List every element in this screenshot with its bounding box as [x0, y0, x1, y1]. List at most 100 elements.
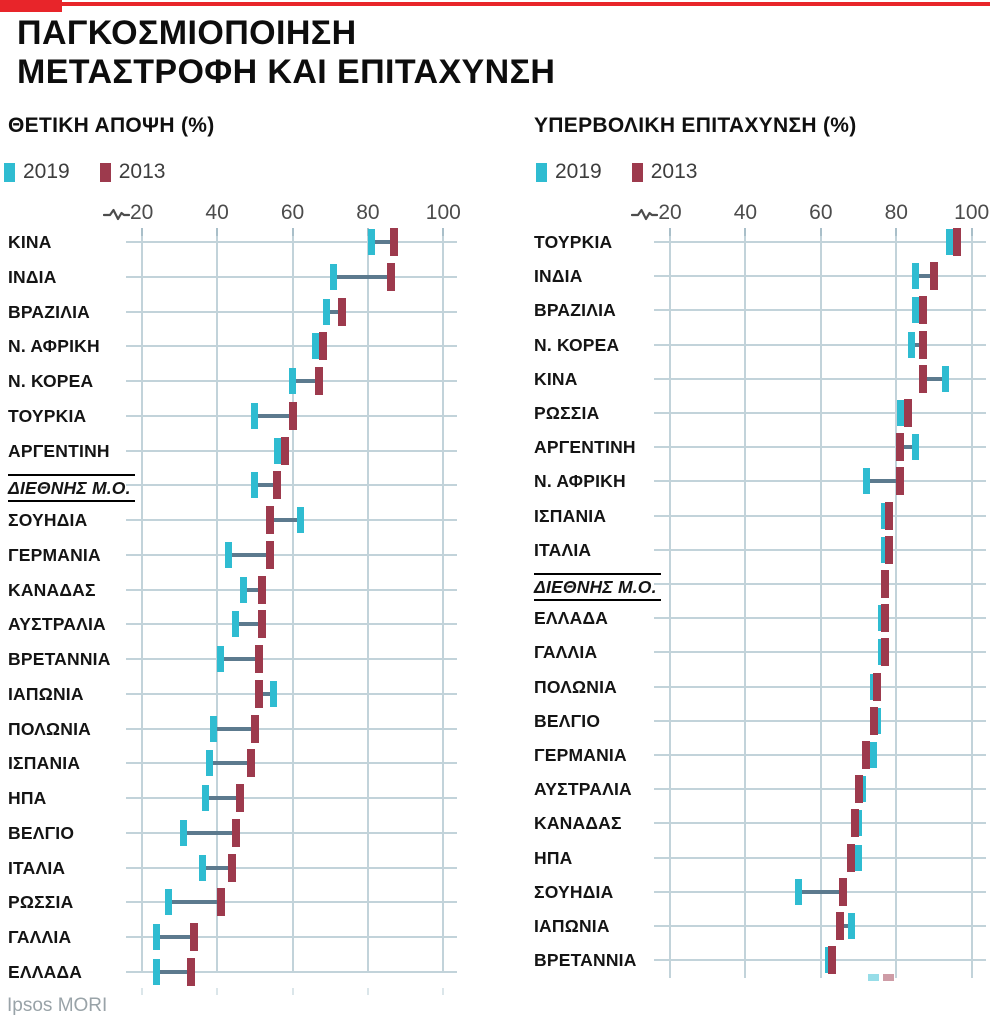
- country-label: ΑΥΣΤΡΑΛΙΑ: [8, 614, 106, 635]
- country-label: ΗΠΑ: [8, 788, 47, 808]
- country-row-line: [654, 275, 986, 278]
- axis-tick-label: 60: [280, 201, 305, 224]
- bar-2019: [164, 889, 172, 916]
- country-row-line: [654, 548, 986, 551]
- bar-2013: [250, 714, 259, 743]
- bar-2019: [217, 646, 225, 672]
- bar-2019: [296, 507, 304, 533]
- axis-tick-mark: [895, 228, 898, 236]
- country-label: ΒΡΕΤΑΝΝΙΑ: [8, 649, 111, 669]
- bar-2013: [386, 262, 395, 291]
- bar-2019: [847, 913, 855, 939]
- bar-2013: [228, 853, 237, 882]
- dumbbell-connector: [168, 900, 221, 905]
- gridline-vertical: [895, 234, 898, 978]
- legend-year-2013-label: 2013: [650, 160, 698, 183]
- country-row-line: [654, 617, 986, 620]
- bar-2019: [911, 297, 919, 324]
- page-title: ΠΑΓΚΟΣΜΙΟΠΟΙΗΣΗ ΜΕΤΑΣΤΡΟΦΗ ΚΑΙ ΕΠΙΤΑΧΥΝΣ…: [17, 14, 555, 92]
- country-label: ΑΥΣΤΡΑΛΙΑ: [534, 779, 632, 800]
- axis-bottom-tick-mark: [442, 988, 445, 995]
- axis-tick-mark: [819, 228, 822, 236]
- bar-2019: [251, 472, 259, 499]
- country-label: ΡΩΣΣΙΑ: [8, 892, 74, 913]
- bar-2013: [254, 679, 263, 708]
- axis-tick-mark: [442, 228, 445, 236]
- country-row-line: [654, 719, 986, 722]
- country-label: ΒΕΛΓΙΟ: [534, 710, 601, 731]
- dumbbell-connector: [915, 274, 934, 279]
- axis-tick-label: 40: [205, 201, 229, 224]
- country-label: Ν. ΚΟΡΕΑ: [8, 371, 94, 391]
- dumbbell-connector: [156, 969, 191, 974]
- dumbbell-connector: [333, 274, 391, 279]
- legend-swatch-2013: [631, 162, 643, 182]
- country-row-line: [654, 480, 986, 483]
- country-label: ΕΛΛΑΔΑ: [534, 608, 609, 629]
- country-row-line: [126, 692, 457, 695]
- country-label: Ν. ΑΦΡΙΚΗ: [534, 471, 626, 492]
- country-label: ΙΣΠΑΝΙΑ: [8, 753, 81, 774]
- dumbbell-connector: [209, 761, 252, 766]
- bar-2019: [368, 229, 376, 255]
- country-row-line: [126, 241, 457, 243]
- axis-bottom-tick-mark: [291, 988, 294, 995]
- bar-2013: [247, 749, 256, 778]
- bar-2019: [251, 402, 259, 429]
- country-row-line: [126, 936, 457, 938]
- bar-2013: [880, 604, 889, 633]
- country-label: ΤΟΥΡΚΙΑ: [8, 405, 87, 426]
- dumbbell-connector: [243, 587, 263, 592]
- dumbbell-connector: [292, 379, 319, 383]
- dumbbell-connector: [258, 691, 274, 696]
- dumbbell-connector: [228, 552, 270, 557]
- gridline-vertical: [970, 234, 973, 978]
- bar-2013: [835, 912, 844, 940]
- country-row-line: [654, 309, 986, 312]
- gridline-vertical: [819, 234, 822, 978]
- country-label: ΗΠΑ: [534, 847, 573, 868]
- bar-2013: [854, 775, 863, 804]
- dumbbell-connector: [922, 376, 946, 381]
- country-row-line: [126, 275, 457, 278]
- axis-tick-mark: [216, 228, 219, 236]
- gridline-vertical: [669, 234, 671, 978]
- gridline-vertical: [442, 234, 445, 973]
- country-label: ΚΑΝΑΔΑΣ: [534, 813, 622, 834]
- gridline-vertical: [291, 234, 294, 973]
- chart-subtitle-positive-view: ΘΕΤΙΚΗ ΑΠΟΨΗ (%): [8, 114, 215, 137]
- top-accent-line: [0, 2, 990, 6]
- bar-2013: [318, 332, 327, 361]
- country-label: ΙΑΠΩΝΙΑ: [8, 683, 84, 704]
- bar-2019: [232, 611, 240, 638]
- country-row-line: [654, 822, 986, 825]
- bar-2019: [224, 541, 232, 568]
- country-label: ΣΟΥΗΔΙΑ: [534, 881, 614, 902]
- country-row-line: [654, 514, 986, 517]
- axis-tick-mark: [366, 228, 369, 236]
- country-label: ΓΕΡΜΑΝΙΑ: [8, 544, 101, 565]
- bar-2013: [918, 364, 927, 393]
- legend-swatch-2013: [99, 162, 111, 182]
- bar-2013: [884, 501, 893, 530]
- bar-2019: [209, 715, 217, 742]
- bar-2013: [216, 888, 225, 917]
- chart-subtitle-excessive-acceleration: ΥΠΕΡΒΟΛΙΚΗ ΕΠΙΤΑΧΥΝΣΗ (%): [534, 114, 857, 137]
- legend-right: 2019 2013: [536, 160, 727, 184]
- legend-year-2019-label: 2019: [23, 160, 70, 183]
- legend-swatch-2019: [4, 162, 15, 182]
- country-label: ΒΡΑΖΙΛΙΑ: [8, 301, 90, 322]
- country-label: ΒΡΑΖΙΛΙΑ: [534, 300, 616, 321]
- dumbbell-connector: [900, 445, 916, 450]
- page-title-line-2: ΜΕΤΑΣΤΡΟΦΗ ΚΑΙ ΕΠΙΤΑΧΥΝΣΗ: [17, 53, 556, 91]
- axis-tick-label: 80: [884, 201, 908, 224]
- bar-2019: [907, 331, 915, 358]
- bar-2013: [190, 923, 199, 951]
- bar-2013: [903, 399, 912, 427]
- bar-2013: [850, 809, 859, 838]
- gridline-vertical: [216, 234, 219, 973]
- bar-2013: [839, 877, 848, 906]
- bar-2013: [896, 433, 905, 462]
- bar-2013: [952, 228, 961, 256]
- bar-2013: [884, 535, 893, 564]
